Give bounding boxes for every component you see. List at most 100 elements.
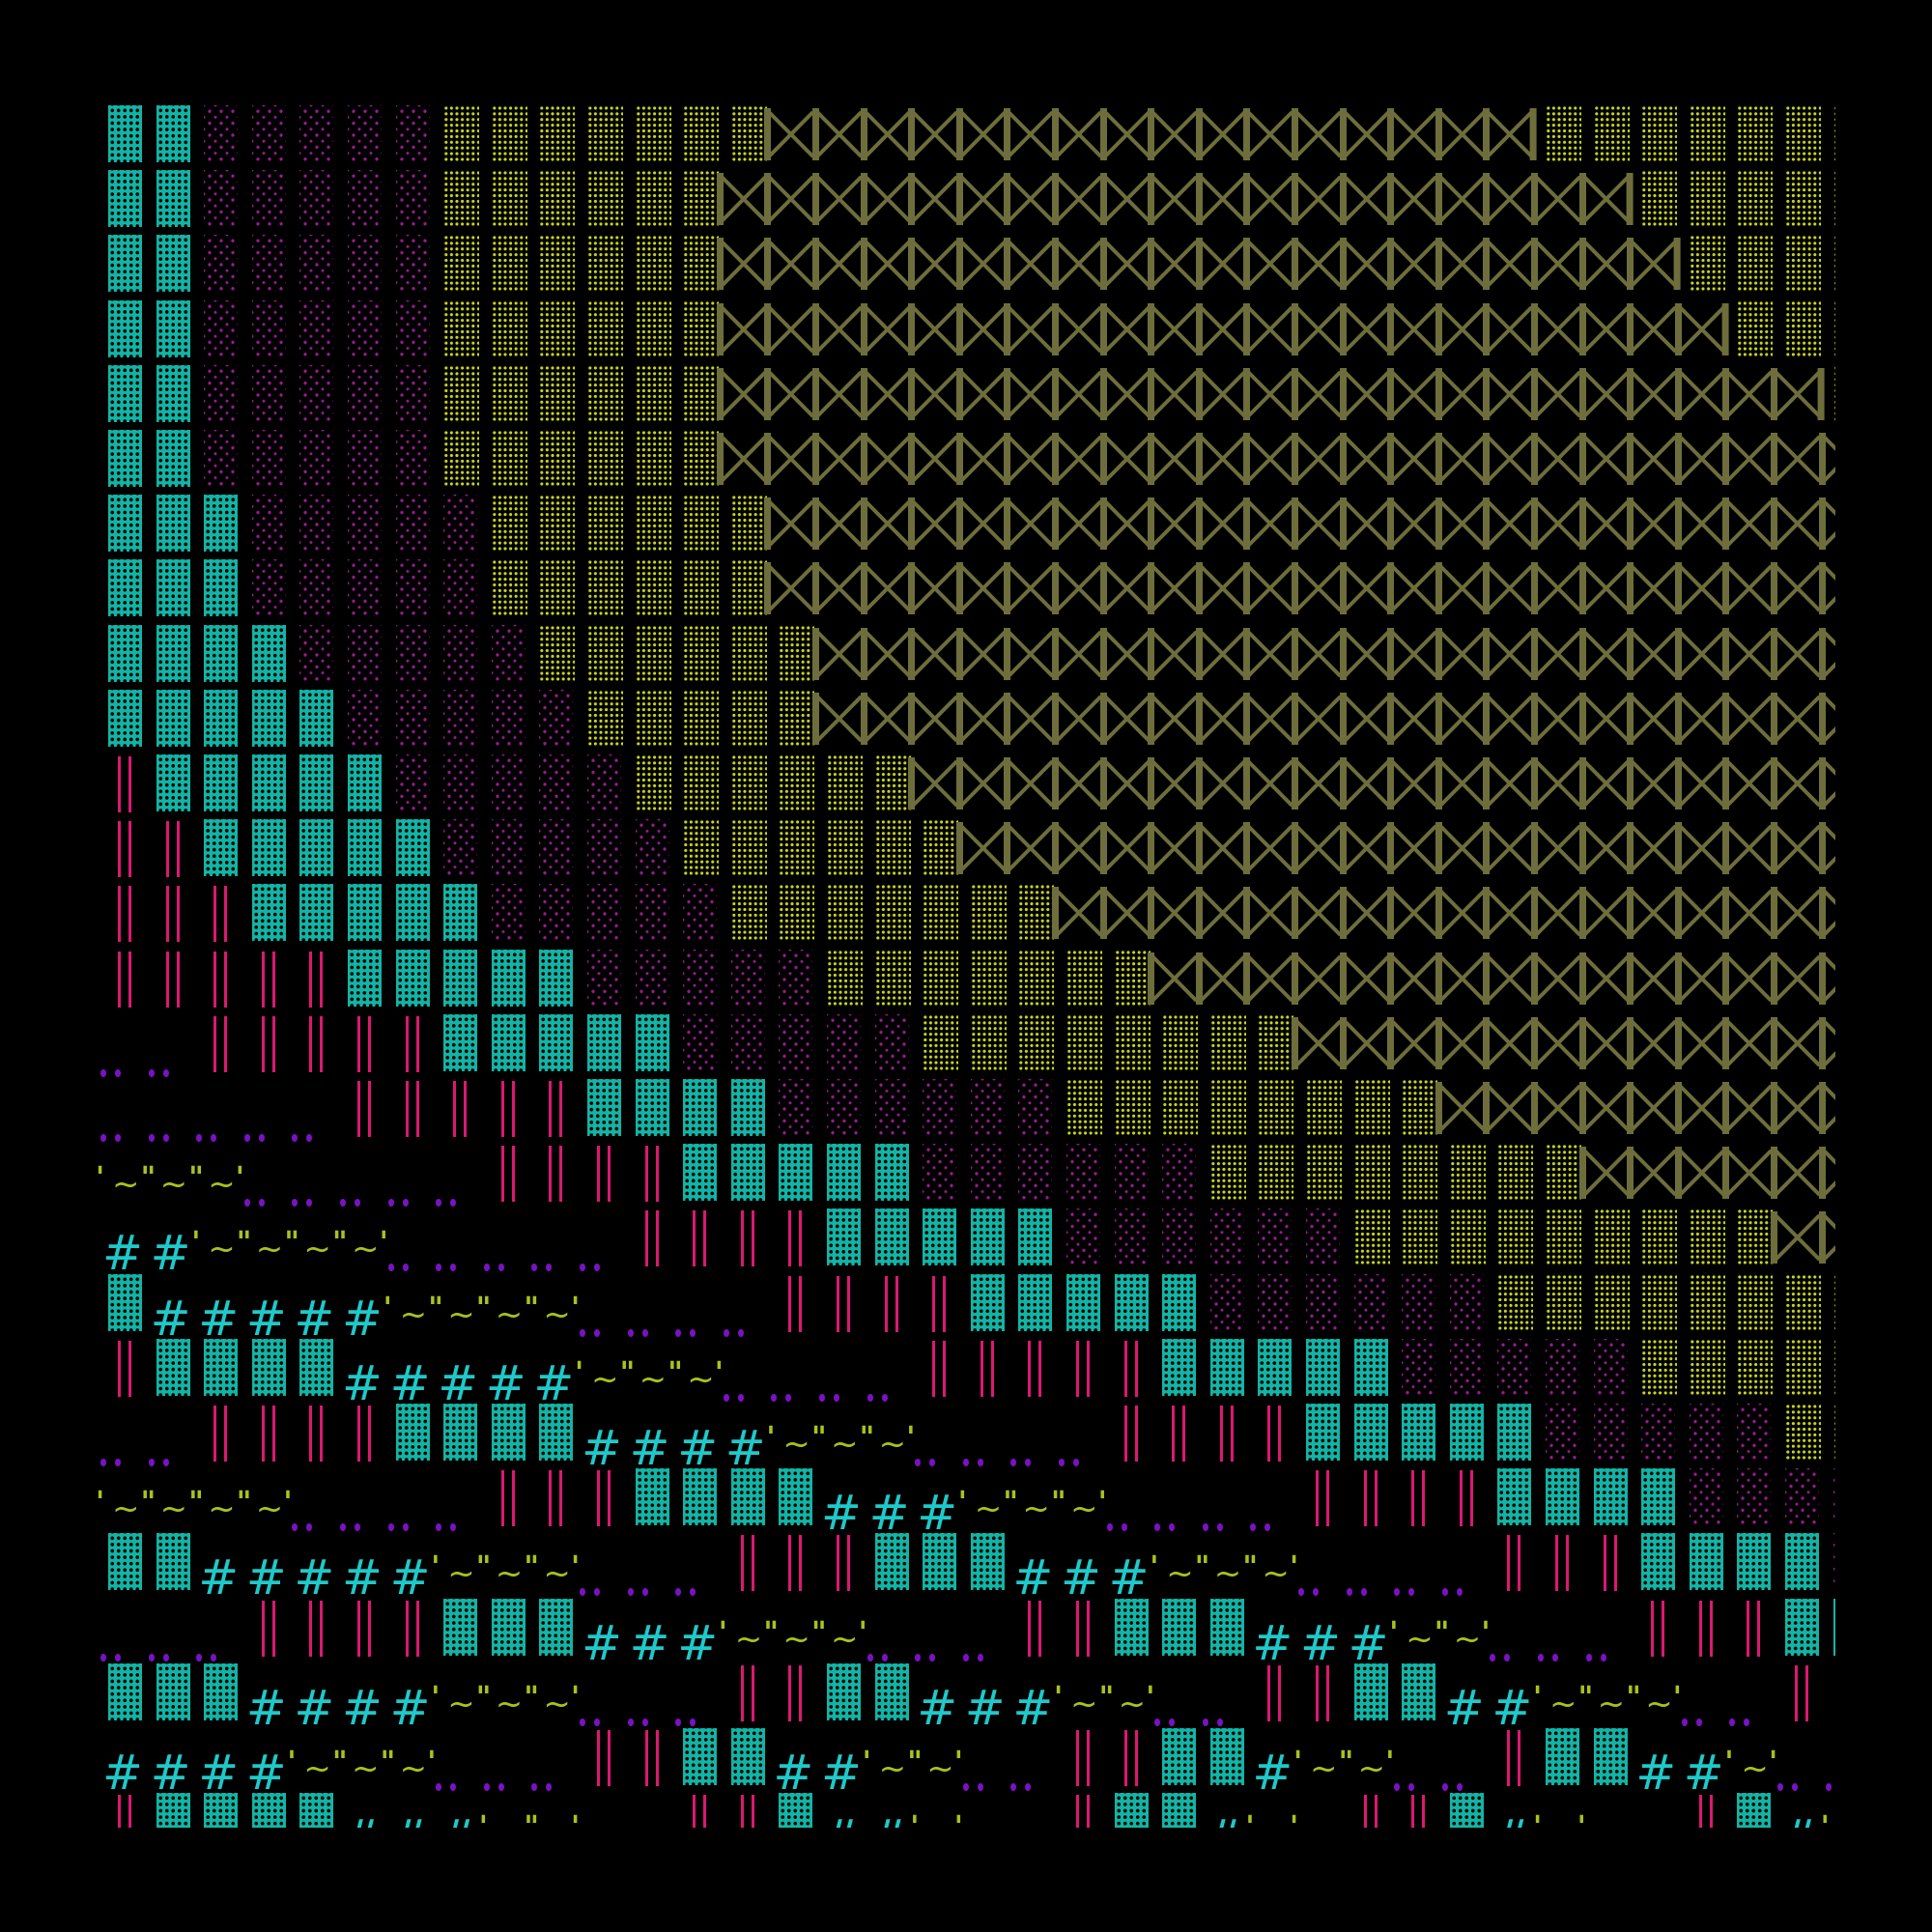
bowtie-stroke: [720, 370, 767, 418]
hash-glyph: #: [582, 1614, 622, 1671]
medium-shade-icon: [491, 559, 527, 617]
glyph-cell-bowtie: [764, 299, 815, 364]
bowtie-stroke: [1725, 499, 1774, 548]
glyph-cell-medium-shade-block: [1630, 1338, 1678, 1403]
bowtie-icon: [1243, 367, 1294, 420]
glyph-cell-bowtie: [1339, 169, 1391, 234]
bowtie-stroke: [764, 238, 772, 291]
bowtie-stroke: [1774, 889, 1822, 937]
bowtie-icon: [955, 173, 1007, 226]
bowtie-stroke: [1438, 954, 1486, 1002]
bowtie-icon: [1483, 433, 1534, 485]
dark-shade-icon: [108, 1533, 142, 1591]
dot-icon: [497, 1264, 504, 1272]
bowtie-stroke: [1483, 692, 1491, 745]
dark-shade-icon: [539, 949, 574, 1007]
bowtie-stroke: [1390, 1019, 1438, 1067]
bowtie-stroke: [860, 692, 867, 745]
medium-shade-icon: [539, 624, 576, 682]
bowtie-stroke: [1674, 692, 1682, 745]
glyph-cell-medium-shade-block: [1103, 1013, 1151, 1078]
bowtie-icon: [1148, 108, 1199, 160]
dot-icon: [881, 1393, 888, 1402]
bowtie-stroke: [767, 499, 815, 548]
dot-icon: [675, 1328, 682, 1337]
tilde-glyph: ~: [1741, 1749, 1769, 1788]
glyph-cell-light-shade-block: [1390, 1273, 1438, 1338]
glyph-cell-double-vertical-bar: [1438, 1467, 1487, 1532]
bowtie-stroke: [716, 238, 724, 291]
quote-glyph: ": [332, 1746, 348, 1779]
glyph-cell-double-vertical-bar: [527, 1143, 576, 1208]
glyph-cell-two-dot-leader: [576, 1662, 624, 1727]
dot-icon: [1729, 1718, 1736, 1726]
glyph-cell-two-dot-leader: [1199, 1467, 1247, 1532]
bowtie-stroke: [1531, 627, 1538, 680]
double-bar-icon: [788, 1664, 803, 1721]
bowtie-icon: [1148, 887, 1199, 940]
glyph-cell-double-vertical-bar: [1343, 1792, 1391, 1828]
glyph-cell-light-shade-block: [480, 689, 528, 753]
glyph-cell-two-dot-leader: [1199, 1662, 1247, 1727]
dot-icon: [867, 1653, 873, 1662]
glyph-cell-double-vertical-bar: [671, 1208, 720, 1272]
glyph-cell-dark-shade-block: [97, 689, 145, 753]
bowtie-icon: [1531, 238, 1582, 291]
quote-glyph: ": [140, 1486, 156, 1520]
double-bar-icon: [357, 1600, 371, 1657]
bowtie-stroke: [764, 367, 772, 420]
glyph-cell-bowtie: [1818, 1078, 1835, 1143]
dot-icon: [690, 1588, 696, 1597]
glyph-cell-light-shade-block: [1486, 1338, 1534, 1403]
bowtie-icon: [955, 497, 1007, 551]
light-shade-icon: [491, 624, 526, 682]
hash-glyph: #: [582, 1420, 622, 1476]
dark-shade-icon: [156, 624, 190, 682]
tilde-glyph: ~: [1453, 1619, 1482, 1659]
glyph-cell-medium-shade-block: [1725, 169, 1774, 234]
bowtie-icon: [1483, 1016, 1534, 1069]
double-bar-icon: [740, 1664, 754, 1721]
bowtie-icon: [1339, 497, 1390, 551]
light-shade-icon: [539, 689, 574, 747]
dark-shade-icon: [108, 559, 142, 617]
bowtie-stroke: [1246, 305, 1294, 353]
bowtie-icon: [1674, 1147, 1725, 1200]
double-bar-icon: [740, 1210, 754, 1267]
bowtie-stroke: [1151, 435, 1199, 483]
bowtie-stroke: [1534, 175, 1582, 223]
glyph-cell-two-dot-leader: [336, 1467, 384, 1532]
glyph-cell-medium-shade-block: [671, 234, 720, 298]
glyph-cell-medium-shade-block: [720, 558, 768, 623]
light-shade-icon: [251, 235, 286, 293]
bowtie-stroke: [1052, 302, 1059, 355]
glyph-cell-medium-shade-block: [1822, 1273, 1835, 1338]
dark-shade-icon: [251, 884, 286, 942]
glyph-cell-dark-shade-block: [97, 624, 145, 689]
glyph-cell-dark-shade-block: [97, 1532, 145, 1597]
bowtie-icon: [1339, 173, 1390, 226]
glyph-cell-bowtie: [1052, 104, 1103, 169]
bowtie-stroke: [1822, 695, 1835, 743]
dark-shade-icon: [730, 1144, 765, 1202]
bowtie-stroke: [1055, 370, 1103, 418]
bowtie-icon: [1818, 562, 1835, 615]
glyph-cell-bowtie: [1674, 494, 1726, 558]
bowtie-stroke: [1674, 952, 1682, 1005]
medium-shade-icon: [1546, 1273, 1581, 1331]
bowtie-stroke: [1055, 305, 1103, 353]
bowtie-icon: [1387, 497, 1438, 551]
glyph-cell-bowtie: [1722, 429, 1774, 494]
bowtie-icon: [860, 367, 911, 420]
glyph-cell-bowtie: [1771, 429, 1822, 494]
bowtie-stroke: [1004, 302, 1011, 355]
glyph-cell-medium-shade-block: [1725, 104, 1774, 169]
glyph-cell-medium-shade-block: [1774, 1273, 1822, 1338]
hash-glyph: #: [389, 1354, 431, 1411]
bowtie-stroke: [1004, 822, 1011, 875]
double-bar-icon: [740, 1795, 754, 1828]
bowtie-stroke: [1771, 562, 1777, 615]
bowtie-stroke: [1438, 1084, 1486, 1132]
bowtie-stroke: [911, 240, 959, 288]
quote-glyph: ": [428, 1291, 443, 1325]
